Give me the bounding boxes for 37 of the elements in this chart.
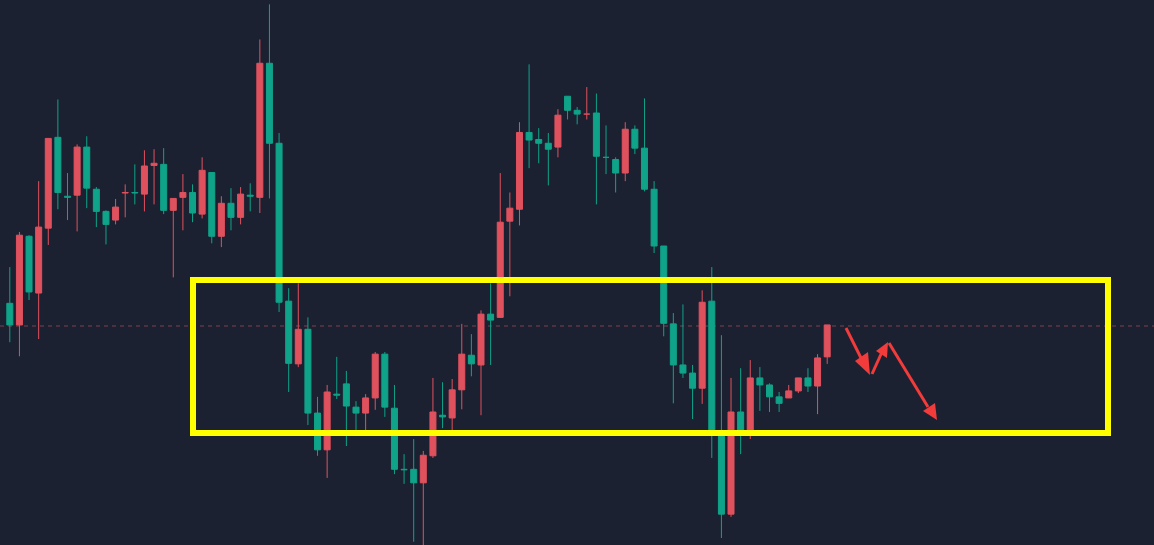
candlestick: [64, 172, 72, 221]
candlestick: [612, 156, 620, 193]
candlestick: [352, 400, 360, 432]
candlestick: [179, 173, 187, 231]
candlestick: [525, 63, 533, 169]
candlestick: [765, 382, 773, 413]
candlestick: [237, 186, 245, 225]
candlestick: [756, 366, 764, 412]
candlestick: [467, 333, 475, 377]
candlestick: [535, 127, 543, 164]
candlestick: [333, 356, 341, 400]
candlestick: [131, 163, 139, 205]
candlestick: [246, 182, 254, 212]
candlestick: [92, 186, 100, 228]
candlestick: [6, 266, 14, 343]
candlestick: [410, 438, 418, 543]
candlestick: [679, 303, 687, 379]
candlestick: [689, 364, 697, 420]
candlestick: [342, 370, 350, 447]
candlestick: [564, 95, 572, 120]
candlestick: [150, 148, 158, 205]
candlestick: [544, 132, 552, 186]
candlestick: [362, 393, 370, 432]
candlestick: [737, 367, 745, 455]
candlestick: [121, 183, 129, 218]
candlestick: [631, 124, 639, 155]
candlestick: [506, 191, 514, 297]
candlestick: [169, 197, 177, 278]
candlestick: [775, 391, 783, 413]
candlestick: [102, 209, 110, 245]
candlestick: [487, 282, 495, 366]
candlestick: [189, 183, 197, 223]
candlestick: [439, 381, 447, 429]
candlestick: [804, 367, 812, 393]
candlestick: [227, 187, 235, 231]
candlestick: [112, 198, 120, 225]
candlestick: [583, 86, 591, 120]
